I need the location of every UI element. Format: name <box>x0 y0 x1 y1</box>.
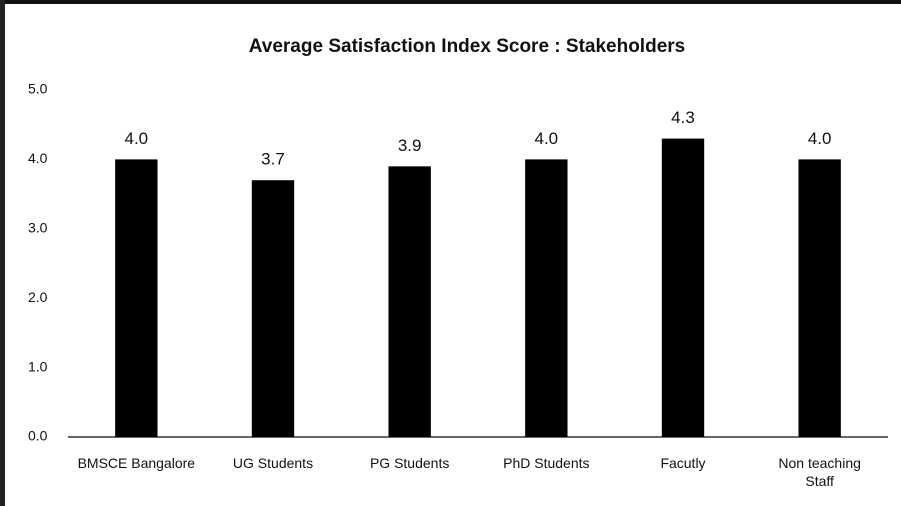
left-border <box>0 0 5 506</box>
y-tick-label: 4.0 <box>28 150 48 166</box>
value-label: 3.7 <box>261 150 285 169</box>
bar <box>525 159 568 437</box>
value-label: 4.0 <box>535 129 559 148</box>
x-tick-label: Facutly <box>660 455 706 471</box>
value-label: 4.3 <box>671 108 695 127</box>
y-tick-label: 1.0 <box>28 358 48 374</box>
value-label: 4.0 <box>808 129 832 148</box>
y-tick-label: 0.0 <box>28 428 48 444</box>
bar <box>388 166 431 437</box>
y-tick-label: 2.0 <box>28 289 48 305</box>
x-tick-label: BMSCE Bangalore <box>77 455 196 471</box>
top-border <box>0 0 901 4</box>
x-tick-label: PhD Students <box>503 455 590 471</box>
y-tick-label: 5.0 <box>28 81 48 97</box>
value-label: 4.0 <box>125 129 149 148</box>
bar <box>798 159 841 437</box>
x-tick-label: PG Students <box>369 455 450 471</box>
y-tick-label: 3.0 <box>28 220 48 236</box>
bar <box>115 159 158 437</box>
bar <box>251 180 295 437</box>
bar <box>661 138 705 437</box>
x-tick-label: Non teaching Staff <box>778 455 861 489</box>
x-tick-label: UG Students <box>232 455 314 471</box>
value-label: 3.9 <box>398 136 422 155</box>
chart-title: Average Satisfaction Index Score : Stake… <box>249 36 685 57</box>
